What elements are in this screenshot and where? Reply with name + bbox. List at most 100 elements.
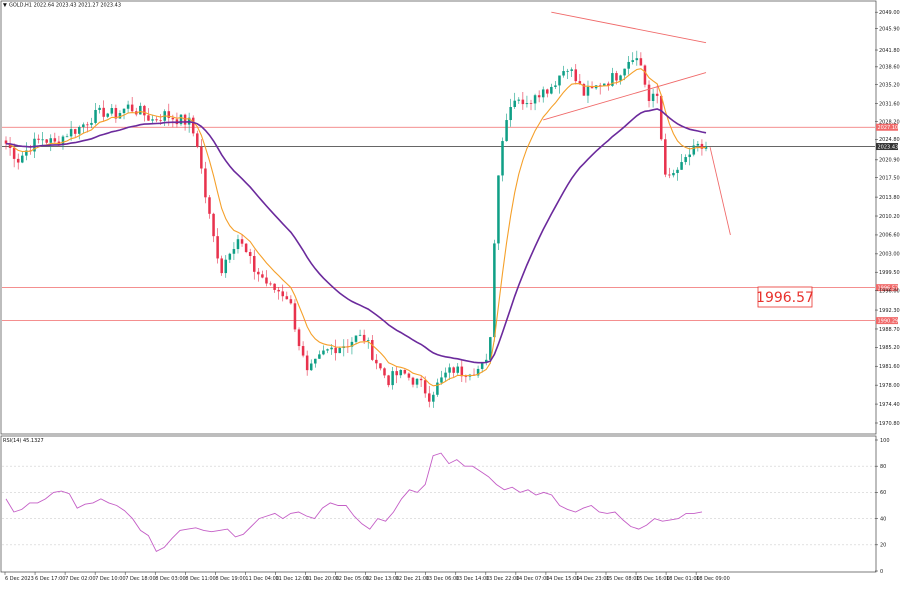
bearish-candle (419, 378, 423, 381)
bearish-candle (208, 197, 211, 214)
bearish-candle (265, 277, 268, 284)
level-price-tag (876, 123, 898, 131)
bullish-candle (493, 243, 496, 338)
bearish-candle (334, 347, 337, 354)
rsi-axis-tick-label: 20 (880, 543, 886, 549)
price-axis-tick-label: 1970.80 (879, 421, 900, 427)
bearish-candle (305, 355, 309, 371)
current-price-label: 2023.43 (878, 144, 899, 150)
price-axis-tick-label: 1978.00 (879, 383, 900, 389)
bearish-candle (212, 213, 215, 237)
price-axis-tick-label: 2049.00 (879, 10, 900, 16)
price-axis-tick-label: 1974.40 (879, 402, 900, 408)
bearish-candle (582, 84, 586, 96)
symbol-marker-icon: ▼ (3, 3, 7, 9)
bearish-candle (362, 334, 366, 341)
price-axis-tick-label: 2035.20 (879, 82, 900, 88)
price-axis-tick-label: 1985.20 (879, 345, 900, 351)
bullish-candle (505, 120, 508, 142)
bearish-candle (403, 369, 407, 374)
bullish-candle (476, 368, 480, 376)
bullish-candle (82, 124, 85, 128)
bullish-candle (350, 341, 354, 347)
target-callout-box (757, 286, 813, 308)
bullish-candle (566, 70, 569, 72)
level-price-label: 2027.10 (878, 125, 899, 131)
bullish-candle (489, 337, 492, 360)
bullish-candle (602, 83, 606, 87)
price-axis-tick-label: 2020.90 (879, 158, 900, 164)
bullish-candle (684, 157, 687, 163)
price-axis-tick-label: 2006.60 (879, 233, 900, 239)
bullish-candle (228, 253, 232, 260)
bullish-candle (126, 104, 130, 109)
bearish-candle (86, 124, 89, 126)
bullish-candle (436, 382, 439, 395)
bearish-candle (216, 236, 219, 259)
bearish-candle (257, 271, 260, 275)
bearish-candle (53, 138, 57, 142)
bearish-candle (277, 289, 280, 292)
bullish-candle (696, 143, 700, 146)
bullish-candle (448, 367, 451, 373)
bullish-candle (517, 99, 521, 101)
bullish-candle (338, 348, 341, 354)
time-axis-tick-label: 8 Dec 11:00 (185, 576, 215, 582)
time-axis-tick-label: 12 Dec 13:00 (366, 576, 400, 582)
bullish-candle (69, 129, 73, 137)
bearish-candle (464, 376, 468, 378)
bullish-candle (33, 138, 36, 152)
bullish-candle (122, 108, 126, 114)
price-axis-tick-label: 2017.50 (879, 175, 900, 181)
bullish-candle (676, 169, 679, 174)
bearish-candle (285, 296, 289, 300)
bearish-candle (578, 81, 582, 85)
bullish-candle (139, 105, 142, 115)
bearish-candle (171, 117, 175, 120)
bearish-candle (16, 158, 20, 163)
bullish-candle (432, 394, 435, 402)
level-price-tag (876, 317, 898, 325)
bearish-candle (73, 129, 77, 134)
time-axis-tick-label: 15 Dec 16:00 (636, 576, 670, 582)
bearish-candle (155, 119, 158, 121)
bullish-candle (366, 340, 370, 341)
bearish-candle (240, 239, 244, 244)
bearish-candle (668, 174, 671, 176)
candles (4, 50, 708, 408)
time-axis: 6 Dec 2023 6 Dec 17:00 7 Dec 02:00 7 Dec 10… (4, 572, 730, 582)
projection-arrow-line (709, 147, 731, 236)
bullish-candle (110, 108, 114, 114)
bullish-candle (497, 175, 500, 244)
bearish-candle (293, 303, 297, 330)
bullish-candle (509, 107, 512, 121)
time-axis-tick-label: 18 Dec 01:00 (666, 576, 700, 582)
bullish-candle (672, 173, 675, 176)
time-axis-tick-label: 14 Dec 23:00 (576, 576, 610, 582)
bullish-candle (399, 369, 403, 376)
bearish-candle (700, 143, 704, 149)
bearish-candle (248, 251, 252, 256)
moving-averages (5, 68, 707, 387)
bearish-candle (45, 139, 48, 143)
bearish-candle (114, 108, 118, 119)
bearish-candle (407, 373, 411, 378)
triangle-pattern (543, 11, 731, 236)
bearish-candle (379, 363, 382, 369)
bullish-candle (151, 119, 154, 121)
rsi-line (5, 452, 703, 553)
bullish-candle (94, 109, 97, 123)
bullish-candle (330, 347, 333, 350)
bearish-candle (659, 95, 663, 140)
rsi-header: RSI(14) 45.1327 (3, 438, 44, 444)
bearish-candle (273, 283, 276, 290)
bullish-candle (501, 141, 504, 176)
bullish-candle (61, 136, 65, 146)
price-axis-tick-label: 2024.80 (879, 137, 900, 143)
time-axis-tick-label: 14 Dec 15:00 (546, 576, 580, 582)
bullish-candle (118, 113, 122, 119)
bearish-candle (159, 120, 162, 122)
bullish-candle (456, 366, 460, 373)
target-callout: 1996.57 (756, 286, 814, 308)
